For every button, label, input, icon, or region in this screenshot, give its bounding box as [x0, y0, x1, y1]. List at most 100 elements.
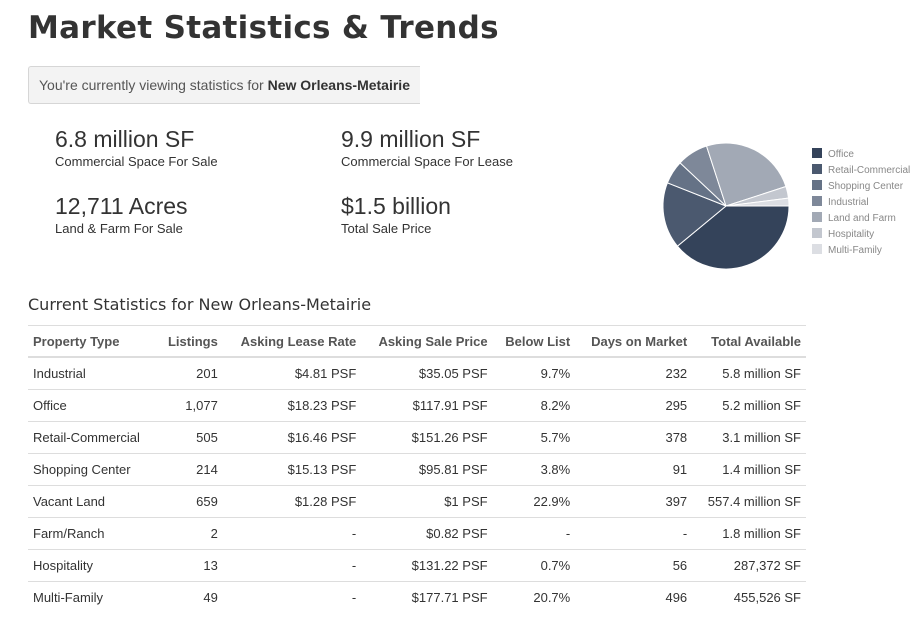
cell-asking-sale-price: $177.71 PSF	[361, 581, 493, 613]
cell-days-on-market: 496	[575, 581, 693, 613]
cell-asking-lease-rate: $1.28 PSF	[222, 485, 362, 518]
cell-total-available: 5.2 million SF	[692, 389, 806, 422]
cell-days-on-market: 232	[665, 366, 688, 381]
legend-label: Office	[828, 149, 854, 160]
cell-days-on-market: 378	[575, 421, 693, 454]
cell-listings: 201	[196, 366, 218, 381]
statistics-table: Property Type Listings Asking Lease Rate…	[28, 325, 806, 613]
legend-swatch	[812, 228, 822, 238]
cell-asking-lease-rate: -	[222, 581, 362, 613]
cell-days-on-market: -	[575, 517, 693, 550]
legend-label: Multi-Family	[828, 245, 882, 256]
cell-property-type: Vacant Land	[28, 485, 157, 518]
cell-total-available: 5.8 million SF	[722, 366, 801, 381]
legend-item[interactable]: Retail-Commercial	[812, 164, 910, 180]
cell-days-on-market: 397	[575, 485, 693, 518]
legend-item[interactable]: Shopping Center	[812, 180, 910, 196]
cell-listings: 1,077	[156, 389, 223, 422]
section-title: Current Statistics for New Orleans-Metai…	[28, 295, 372, 314]
cell-asking-sale-price: $151.26 PSF	[361, 421, 493, 454]
legend-label: Shopping Center	[828, 181, 904, 192]
cell-listings: 2	[156, 517, 223, 550]
pie-slice-multi-family[interactable]	[725, 197, 790, 207]
table-row: Vacant Land 659 $1.28 PSF $1 PSF 22.9% 397 557…	[28, 485, 806, 518]
cell-asking-lease-rate: $15.13 PSF	[222, 453, 362, 486]
legend-swatch	[812, 148, 822, 158]
cell-property-type: Hospitality	[28, 549, 157, 582]
cell-total-available: 455,526 SF	[692, 581, 806, 613]
location-banner-prefix: You're currently viewing statistics for	[39, 77, 268, 93]
legend-item[interactable]: Industrial	[812, 196, 910, 212]
cell-total-available: 287,372 SF	[692, 549, 806, 582]
legend-item[interactable]: Hospitality	[812, 228, 910, 244]
stat-value: 12,711 Acres	[55, 193, 188, 219]
location-name: New Orleans-Metairie	[267, 77, 410, 93]
stat-label: Commercial Space For Sale	[55, 154, 218, 169]
col-header-asking-sale-price: Asking Sale Price	[361, 325, 493, 358]
table-row: Shopping Center 214 $15.13 PSF $95.81 PSF 3.…	[28, 453, 806, 486]
table-row: Multi-Family 49- $177.71 PSF 20.7% 496 455,52…	[28, 581, 806, 613]
table-header-row: Property Type Listings Asking Lease Rate…	[28, 325, 806, 358]
cell-asking-lease-rate: -	[222, 549, 362, 582]
stat-label: Commercial Space For Lease	[341, 154, 513, 169]
cell-listings: 659	[156, 485, 223, 518]
cell-days-on-market: 56	[575, 549, 693, 582]
cell-asking-sale-price: $1 PSF	[361, 485, 493, 518]
table-row: Industrial 201 $4.81 PSF $35.05 PSF 9.7% 232 5…	[28, 357, 806, 390]
stat-land-farm-for-sale: 12,711 Acres Land & Farm For Sale	[55, 193, 188, 236]
cell-listings: 13	[156, 549, 223, 582]
pie-slice-retail-commercial[interactable]	[662, 182, 727, 247]
legend-item[interactable]: Multi-Family	[812, 244, 910, 260]
cell-days-on-market: 295	[575, 389, 693, 422]
legend-item[interactable]: Land and Farm	[812, 212, 910, 228]
pie-legend: Office Retail-Commercial Shopping Center In…	[812, 148, 910, 260]
stat-label: Total Sale Price	[341, 221, 432, 236]
stat-value: 6.8 million SF	[55, 126, 195, 152]
legend-swatch	[812, 180, 822, 190]
cell-asking-lease-rate: $4.81 PSF	[294, 366, 357, 381]
cell-property-type: Shopping Center	[28, 453, 157, 486]
legend-swatch	[812, 196, 822, 206]
cell-asking-lease-rate: $16.46 PSF	[222, 421, 362, 454]
cell-total-available: 557.4 million SF	[692, 485, 806, 518]
col-header-below-list: Below List	[492, 325, 576, 358]
col-header-asking-lease-rate: Asking Lease Rate	[222, 325, 362, 358]
col-header-days-on-market: Days on Market	[575, 325, 693, 358]
cell-below-list: 22.9%	[492, 485, 576, 518]
cell-total-available: 1.8 million SF	[692, 517, 806, 550]
cell-asking-lease-rate: $18.23 PSF	[222, 389, 362, 422]
table-row: Farm/Ranch 2- $0.82 PSF - -1.8 million SF	[28, 517, 806, 550]
cell-asking-lease-rate: -	[222, 517, 362, 550]
cell-listings: 49	[156, 581, 223, 613]
stat-value: $1.5 billion	[341, 193, 451, 219]
stat-commercial-for-sale: 6.8 million SF Commercial Space For Sale	[55, 126, 218, 169]
cell-asking-sale-price: $95.81 PSF	[361, 453, 493, 486]
cell-below-list: 5.7%	[492, 421, 576, 454]
cell-days-on-market: 91	[575, 453, 693, 486]
cell-total-available: 3.1 million SF	[692, 421, 806, 454]
location-banner: You're currently viewing statistics for …	[28, 66, 420, 104]
stat-value: 9.9 million SF	[341, 126, 481, 152]
pie-slice-office[interactable]	[676, 205, 790, 270]
cell-asking-sale-price: $117.91 PSF	[361, 389, 493, 422]
pie-slice-land-and-farm[interactable]	[705, 142, 787, 207]
cell-asking-sale-price: $35.05 PSF	[418, 366, 488, 381]
stat-label: Land & Farm For Sale	[55, 221, 183, 236]
cell-property-type: Office	[28, 389, 157, 422]
col-header-listings: Listings	[156, 325, 223, 358]
cell-property-type: Industrial	[33, 366, 86, 381]
cell-asking-sale-price: $0.82 PSF	[361, 517, 493, 550]
property-type-pie-chart	[662, 142, 790, 270]
legend-swatch	[812, 164, 822, 174]
cell-below-list: 20.7%	[492, 581, 576, 613]
legend-label: Land and Farm	[828, 213, 896, 224]
legend-label: Industrial	[828, 197, 869, 208]
legend-swatch	[812, 244, 822, 254]
legend-label: Retail-Commercial	[828, 165, 911, 176]
page-title: Market Statistics & Trends	[28, 10, 499, 46]
cell-below-list: 3.8%	[492, 453, 576, 486]
legend-item[interactable]: Office	[812, 148, 910, 164]
stat-total-sale-price: $1.5 billion Total Sale Price	[341, 193, 451, 236]
legend-swatch	[812, 212, 822, 222]
cell-property-type: Farm/Ranch	[28, 517, 157, 550]
